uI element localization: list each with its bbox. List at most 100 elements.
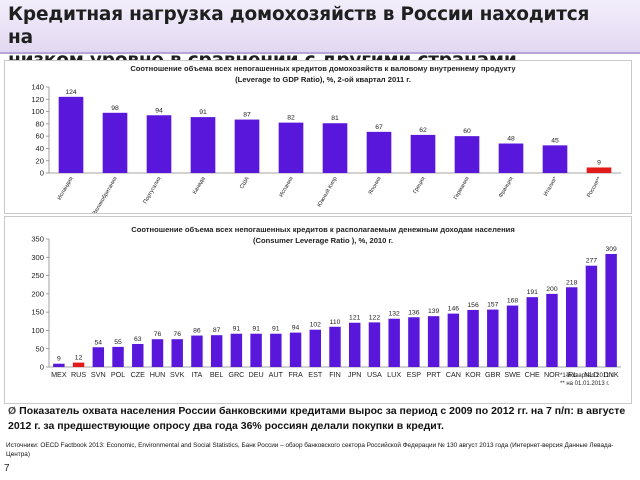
consumer-leverage-bar [92, 347, 105, 367]
consumer-leverage-bar [526, 297, 538, 367]
consumer-leverage-bar [388, 318, 400, 367]
consumer-leverage-y-tick-label: 0 [40, 363, 44, 372]
consumer-leverage-y-tick-label: 250 [31, 271, 44, 280]
consumer-leverage-bar [408, 317, 420, 367]
consumer-leverage-category-label: KOR [465, 370, 481, 379]
gdp-leverage-y-tick-label: 140 [31, 83, 44, 92]
gdp-leverage-bar [146, 115, 172, 173]
gdp-leverage-y-tick-label: 40 [36, 144, 44, 153]
gdp-leverage-data-label: 124 [65, 89, 77, 96]
gdp-leverage-category-label: Россия** [586, 175, 603, 198]
remark-text: Показатель охвата населения России банко… [8, 405, 626, 432]
slide-header: Кредитная нагрузка домохозяйств в России… [0, 0, 640, 71]
consumer-leverage-data-label: 63 [134, 336, 142, 343]
gdp-leverage-category-label: Франция [498, 176, 515, 199]
consumer-leverage-data-label: 136 [408, 309, 420, 316]
consumer-leverage-bar [132, 343, 144, 367]
consumer-leverage-bar [565, 287, 578, 367]
consumer-leverage-category-label: NOR [544, 370, 560, 379]
consumer-leverage-y-tick-label: 100 [31, 326, 44, 335]
gdp-leverage-data-label: 45 [551, 137, 559, 144]
gdp-leverage-bar [454, 136, 480, 173]
consumer-leverage-category-label: EST [308, 370, 323, 379]
consumer-leverage-category-label: LUX [387, 370, 401, 379]
consumer-leverage-data-label: 91 [252, 326, 260, 333]
consumer-leverage-bar [210, 335, 223, 367]
consumer-leverage-chart-svg: Соотношение объема всех непогашенных кре… [31, 225, 621, 379]
gdp-leverage-y-tick-label: 60 [36, 132, 44, 141]
consumer-leverage-category-label: JPN [348, 370, 362, 379]
consumer-leverage-bar [53, 363, 65, 367]
gdp-leverage-data-label: 67 [375, 124, 383, 131]
gdp-leverage-data-label: 87 [243, 112, 251, 119]
consumer-leverage-title-line-1: Соотношение объема всех непогашенных кре… [131, 225, 515, 234]
consumer-leverage-category-label: CAN [446, 370, 461, 379]
consumer-leverage-category-label: POL [111, 370, 125, 379]
consumer-leverage-data-label: 191 [527, 289, 539, 296]
gdp-leverage-bar [410, 134, 436, 173]
consumer-leverage-category-label: PRT [426, 370, 441, 379]
consumer-leverage-data-label: 54 [95, 339, 103, 346]
gdp-leverage-chart: Соотношение объема всех непогашенных кре… [4, 60, 632, 214]
consumer-leverage-bar [250, 333, 262, 367]
consumer-leverage-data-label: 91 [233, 326, 241, 333]
gdp-leverage-category-label: Германия [453, 176, 471, 201]
gdp-leverage-category-label: Португалия [143, 176, 163, 205]
consumer-leverage-data-label: 218 [566, 279, 578, 286]
consumer-leverage-category-label: DEU [249, 370, 264, 379]
consumer-leverage-category-label: AUT [269, 370, 284, 379]
consumer-leverage-bar [289, 332, 302, 367]
consumer-leverage-bar [309, 329, 321, 367]
consumer-leverage-data-label: 110 [330, 319, 341, 326]
gdp-leverage-category-label: США [239, 176, 251, 190]
gdp-leverage-bar [322, 123, 348, 173]
consumer-leverage-data-label: 76 [154, 331, 162, 338]
source-note: Источники: OECD Factbook 2013: Economic,… [6, 442, 614, 458]
consumer-leverage-bar [151, 339, 164, 367]
consumer-leverage-bar [506, 305, 519, 367]
footnote-2: ** на 01.01.2013 г. [560, 381, 610, 387]
consumer-leverage-category-label: NLD [584, 370, 598, 379]
consumer-leverage-category-label: FIN [329, 370, 341, 379]
consumer-leverage-data-label: 157 [487, 302, 499, 309]
consumer-leverage-bar [191, 335, 203, 367]
gdp-leverage-category-label: Канада [192, 175, 207, 195]
gdp-leverage-category-label: Великобритания [92, 176, 119, 213]
gdp-leverage-bar [278, 122, 304, 173]
consumer-leverage-category-label: SWE [504, 370, 521, 379]
consumer-leverage-bar [270, 333, 282, 367]
consumer-leverage-data-label: 168 [507, 298, 519, 305]
consumer-leverage-y-tick-label: 200 [31, 289, 44, 298]
consumer-leverage-y-tick-label: 350 [31, 235, 44, 244]
consumer-leverage-category-label: GRC [228, 370, 244, 379]
consumer-leverage-data-label: 55 [114, 339, 122, 346]
gdp-leverage-category-label: Испания [278, 176, 294, 198]
gdp-leverage-y-tick-label: 0 [40, 169, 44, 178]
gdp-leverage-title-line-2: (Leverage to GDP Ratio), %, 2-ой квартал… [235, 75, 411, 84]
page-number: 7 [4, 463, 10, 474]
gdp-leverage-title-line-1: Соотношение объема всех непогашенных кре… [130, 64, 516, 73]
consumer-leverage-category-label: ITA [192, 370, 203, 379]
gdp-leverage-y-tick-label: 80 [36, 119, 44, 128]
gdp-leverage-data-label: 81 [331, 115, 339, 122]
consumer-leverage-category-label: FRA [288, 370, 303, 379]
consumer-leverage-bar [427, 316, 440, 367]
consumer-leverage-bar [112, 346, 124, 367]
gdp-leverage-bar [542, 145, 568, 173]
consumer-leverage-bar [72, 362, 85, 367]
gdp-leverage-data-label: 82 [287, 115, 295, 122]
gdp-leverage-chart-svg: Соотношение объема всех непогашенных кре… [31, 64, 621, 213]
gdp-leverage-data-label: 91 [199, 109, 207, 116]
consumer-leverage-category-label: RUS [71, 370, 86, 379]
gdp-leverage-bar [366, 131, 392, 173]
consumer-leverage-chart: Соотношение объема всех непогашенных кре… [4, 216, 632, 404]
gdp-leverage-category-label: Италия* [543, 175, 559, 197]
consumer-leverage-data-label: 9 [57, 356, 61, 363]
consumer-leverage-bar [171, 339, 183, 367]
consumer-leverage-category-label: DNK [604, 370, 619, 379]
consumer-leverage-bar [447, 313, 460, 367]
consumer-leverage-category-label: IRL [566, 370, 577, 379]
gdp-leverage-data-label: 9 [597, 159, 601, 166]
consumer-leverage-bar [329, 326, 341, 367]
consumer-leverage-bar [349, 322, 361, 367]
